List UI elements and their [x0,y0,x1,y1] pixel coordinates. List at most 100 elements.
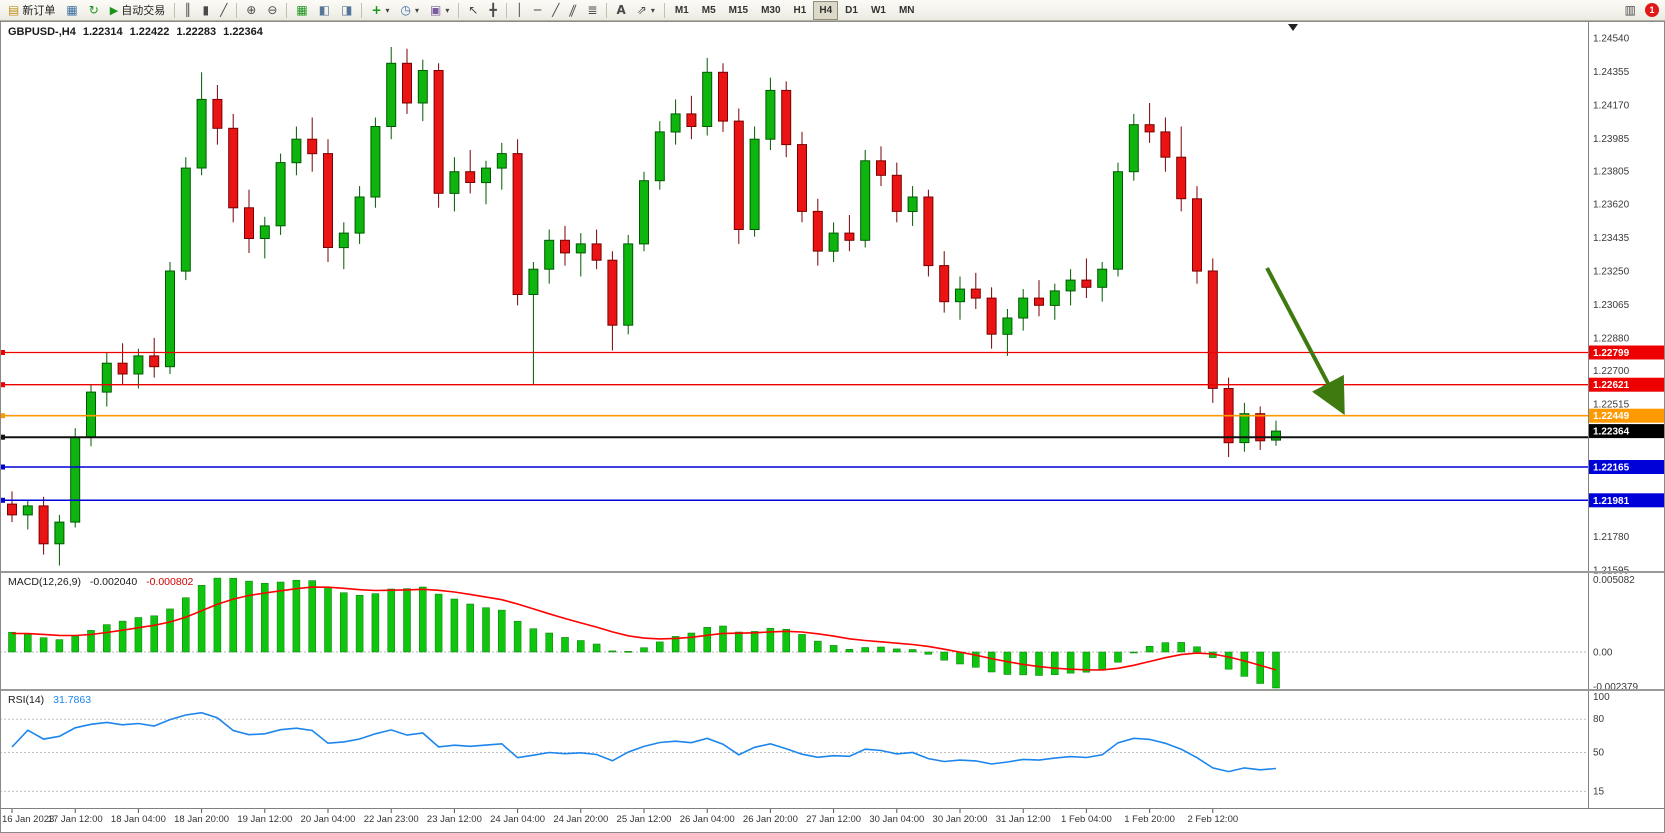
trendline-icon: ╱ [552,3,560,17]
profiles-button[interactable]: ↻ [84,1,104,20]
tf-h4-button[interactable]: H4 [813,0,839,20]
vertical-line-button[interactable]: │ [511,1,528,20]
macd-bar [845,649,854,653]
crosshair-button[interactable]: ╋ [484,1,501,20]
tf-m5-button[interactable]: M5 [701,4,716,16]
tf-h1-button[interactable]: H1 [793,4,807,16]
tf-mn-button[interactable]: MN [898,4,915,16]
horizontal-line-icon: ─ [533,3,542,17]
candle [86,391,96,438]
macd-bar [1051,651,1059,675]
time-label: 22 Jan 23:00 [364,814,419,825]
line-anchor[interactable] [0,382,5,388]
bar-chart-type-button[interactable]: ║ [179,1,196,20]
candle [733,120,744,230]
macd-bar [624,651,632,653]
macd-signal-line [11,586,1277,671]
tf-w1-button[interactable]: W1 [870,4,886,16]
chart-shift-marker[interactable] [1288,24,1298,31]
candlestick-type-button[interactable]: ▮ [197,1,214,20]
tf-d1-button[interactable]: D1 [845,4,858,16]
line-anchor[interactable] [0,350,5,355]
tf-m15-button[interactable]: M15 [728,4,749,16]
fibonacci-button[interactable]: ≣ [582,1,602,20]
indicators-button[interactable]: + ▾ [366,1,394,20]
macd-header: MACD(12,26,9) -0.002040 -0.000802 [8,576,193,588]
line-anchor[interactable] [0,497,5,503]
candle [512,153,523,295]
line-chart-type-button[interactable]: ╱ [215,1,232,20]
candle [1081,279,1092,288]
time-axis-border [0,808,1665,809]
macd-bar [1130,651,1138,654]
macd-bar [972,651,980,668]
price-axis-border [1588,21,1589,808]
alerts-button[interactable]: ▥ [1620,1,1641,20]
macd-bar [924,651,933,655]
macd-bar [71,635,79,653]
svg-text:1.22165: 1.22165 [1593,463,1630,474]
candle [607,259,618,326]
rsi-line [11,711,1277,773]
zoom-in-button[interactable]: ⊕ [241,1,261,20]
candle [101,362,112,393]
candle [1065,279,1076,292]
time-label: 2 Feb 12:00 [1187,814,1238,825]
tf-m30-button[interactable]: M30 [761,4,781,16]
candle [528,268,539,296]
candle [1207,270,1218,389]
horizontal-line-button[interactable]: ─ [529,1,546,20]
macd-bar [687,632,696,653]
svg-text:80: 80 [1593,714,1605,725]
arrows-button[interactable]: ⇗ ▾ [632,1,660,20]
time-label: 17 Jan 12:00 [48,814,103,825]
candle [575,243,586,254]
candle [228,127,239,209]
candle [1271,430,1281,441]
macd-bar [1224,651,1233,670]
macd-bar [276,581,285,653]
macd-bar [1114,651,1122,663]
arrows-icon: ⇗ [636,3,647,17]
time-label: 25 Jan 12:00 [617,814,672,825]
text-label-icon: A [616,3,626,17]
line-anchor[interactable] [0,464,5,470]
candle [639,180,649,245]
tf-m1-button[interactable]: M1 [674,4,689,16]
auto-trading-button[interactable]: ▶ 自动交易 [105,1,170,20]
symbol-title: GBPUSD-,H4 [8,26,76,38]
charts-button[interactable]: ▦ [61,1,82,20]
candle [986,297,997,335]
chevron-down-icon: ▾ [415,5,420,15]
rsi-pane-splitter[interactable] [0,689,1665,691]
svg-text:1.22799: 1.22799 [1593,348,1630,359]
zoom-out-button[interactable]: ⊖ [262,1,282,20]
svg-text:100: 100 [1593,692,1610,703]
macd-bar [513,620,522,653]
new-order-button[interactable]: ▤ 新订单 [3,1,60,20]
trendline-button[interactable]: ╱ [547,1,564,20]
candle [1049,290,1060,306]
cascade-windows-button[interactable]: ◧ [314,1,335,20]
channel-button[interactable]: ∥ [565,1,581,20]
notification-badge[interactable]: 1 [1645,3,1659,17]
cursor-button[interactable]: ↖ [463,1,483,20]
macd-bar [1035,651,1043,676]
templates-button[interactable]: ▣ ▾ [425,1,454,20]
periods-button[interactable]: ◷ ▾ [396,1,425,20]
text-button[interactable]: A [611,1,630,20]
line-anchor[interactable] [0,434,5,440]
candle [386,62,397,127]
macd-pane-splitter[interactable] [0,571,1665,573]
arrange-windows-button[interactable]: ◨ [336,1,357,20]
candle [465,171,476,183]
candle [749,138,760,230]
trend-arrow-annotation[interactable] [1265,267,1345,416]
tile-windows-button[interactable]: ▦ [291,1,312,20]
candle [812,210,823,252]
line-anchor[interactable] [0,413,5,419]
candle [323,153,333,249]
macd-bar [656,641,664,653]
